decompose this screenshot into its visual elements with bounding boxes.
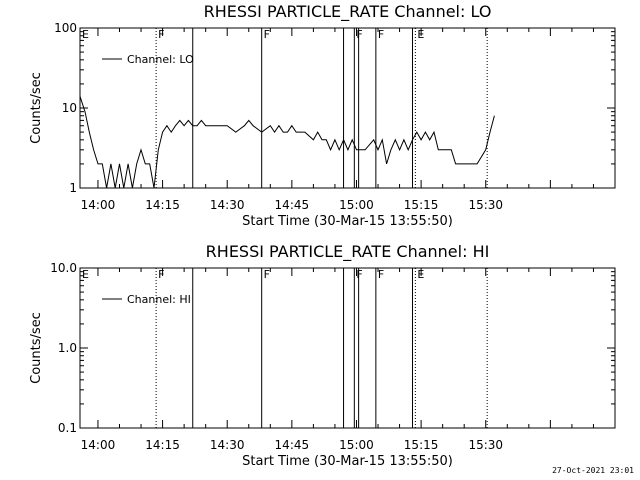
plot-frame xyxy=(79,27,616,189)
y-tick-label: 0.1 xyxy=(58,421,77,435)
x-tick-label: 15:00 xyxy=(339,438,374,452)
annotation-marker: E xyxy=(82,268,89,281)
annotation-marker: E xyxy=(417,28,424,41)
y-tick-label: 100 xyxy=(54,21,77,35)
x-axis-label: Start Time (30-Mar-15 13:55:50) xyxy=(242,214,453,229)
annotation-marker: F xyxy=(264,28,270,41)
chart-title: RHESSI PARTICLE_RATE Channel: HI xyxy=(206,242,490,262)
annotation-marker: E xyxy=(417,268,424,281)
x-tick-label: 14:00 xyxy=(81,438,116,452)
y-tick-label: 10 xyxy=(62,101,77,115)
legend-label: Channel: LO xyxy=(127,53,194,66)
chart-panel-1: RHESSI PARTICLE_RATE Channel: HI Start Ti… xyxy=(29,242,616,469)
x-tick-label: 14:30 xyxy=(210,198,245,212)
x-tick-label: 15:15 xyxy=(404,198,439,212)
x-tick-label: 14:00 xyxy=(81,198,116,212)
annotation-marker: F xyxy=(378,268,384,281)
annotation-marker: F xyxy=(264,268,270,281)
annotation-marker: F xyxy=(356,268,362,281)
x-tick-label: 14:45 xyxy=(275,438,310,452)
x-axis-label: Start Time (30-Mar-15 13:55:50) xyxy=(242,454,453,469)
chart-title: RHESSI PARTICLE_RATE Channel: LO xyxy=(204,2,492,22)
x-tick-label: 14:15 xyxy=(145,438,180,452)
series-line xyxy=(79,96,495,189)
y-tick-label: 10.0 xyxy=(50,261,77,275)
annotation-marker: F xyxy=(158,28,164,41)
y-tick-label: 1 xyxy=(69,181,77,195)
x-tick-label: 15:30 xyxy=(468,438,503,452)
plot-frame xyxy=(79,267,616,429)
x-tick-label: 14:15 xyxy=(145,198,180,212)
annotation-marker: F xyxy=(158,268,164,281)
x-tick-label: 15:15 xyxy=(404,438,439,452)
x-tick-label: 15:30 xyxy=(468,198,503,212)
annotation-marker: E xyxy=(82,28,89,41)
x-tick-label: 14:45 xyxy=(275,198,310,212)
timestamp: 27-Oct-2021 23:01 xyxy=(552,466,634,475)
legend-label: Channel: HI xyxy=(127,293,191,306)
annotation-marker: F xyxy=(378,28,384,41)
y-axis-label: Counts/sec xyxy=(29,72,44,144)
annotation-marker: F xyxy=(356,28,362,41)
x-tick-label: 15:00 xyxy=(339,198,374,212)
y-tick-label: 1.0 xyxy=(58,341,77,355)
x-tick-label: 14:30 xyxy=(210,438,245,452)
chart-panel-0: RHESSI PARTICLE_RATE Channel: LO Start Ti… xyxy=(29,2,616,229)
y-axis-label: Counts/sec xyxy=(29,312,44,384)
